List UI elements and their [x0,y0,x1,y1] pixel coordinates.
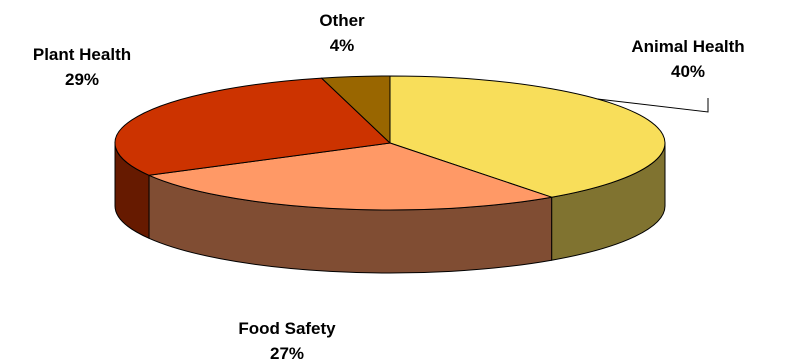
pie-sides [114,142,666,274]
label-plant-health: Plant Health [33,45,131,64]
value-label-plant-health: 29% [65,70,99,89]
pie-slice-food-safety [148,142,553,211]
pie-slice-plant-health [114,77,391,176]
leader-lines [597,98,709,113]
value-label-food-safety: 27% [270,344,304,363]
slice-labels: Animal Health 40% Food Safety 27% Plant Heal… [33,11,745,363]
leader-line-animal-health [597,98,709,113]
label-animal-health: Animal Health [631,37,744,56]
pie-slice-animal-health [389,75,666,198]
value-label-other: 4% [330,36,355,55]
label-food-safety: Food Safety [238,319,336,338]
pie-slice-other [321,75,391,144]
pie-tops [114,75,666,211]
value-label-animal-health: 40% [671,62,705,81]
label-other: Other [319,11,365,30]
